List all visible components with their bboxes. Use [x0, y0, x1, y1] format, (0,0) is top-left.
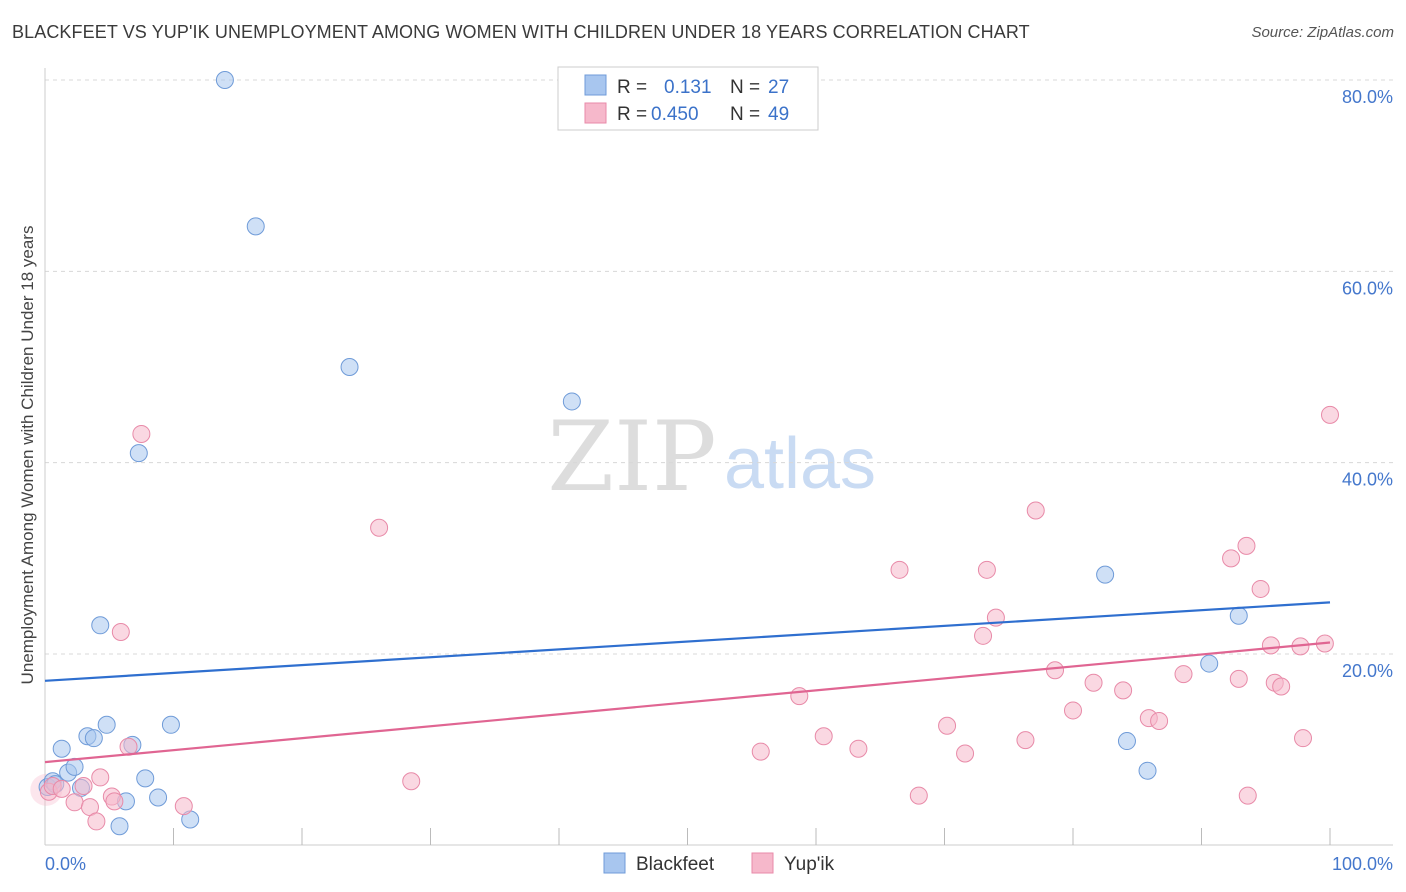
legend-n-label-blackfeet: N = — [730, 77, 760, 98]
point-blackfeet — [1200, 654, 1219, 673]
point-yupik — [849, 739, 868, 758]
point-yupik — [938, 716, 957, 735]
trend-line-blackfeet — [44, 601, 1331, 682]
point-blackfeet — [246, 217, 265, 236]
point-yupik — [1294, 729, 1313, 748]
point-yupik — [1016, 731, 1035, 750]
y-tick-label: 60.0% — [1342, 278, 1393, 298]
point-yupik — [1064, 701, 1082, 720]
watermark-zip: ZIP — [547, 401, 716, 513]
point-yupik — [1229, 669, 1248, 688]
legend-n-label-yupik: N = — [730, 104, 760, 125]
point-blackfeet — [136, 769, 155, 788]
trend-line-yupik — [44, 641, 1331, 764]
point-yupik — [74, 777, 93, 796]
point-blackfeet — [97, 715, 116, 734]
legend-r-label-yupik: R = — [617, 104, 647, 125]
point-yupik — [1174, 665, 1193, 684]
point-yupik — [909, 786, 928, 805]
point-yupik — [1084, 673, 1103, 692]
point-yupik — [1321, 405, 1339, 424]
chart-title: BLACKFEET VS YUP'IK UNEMPLOYMENT AMONG W… — [12, 22, 1030, 42]
legend-n-value-blackfeet: 27 — [768, 77, 789, 98]
point-blackfeet — [1138, 761, 1157, 780]
point-blackfeet — [562, 392, 581, 411]
legend-n-value-yupik: 49 — [768, 104, 789, 125]
source-label: Source: ZipAtlas.com — [1251, 24, 1394, 41]
point-yupik — [1238, 786, 1257, 805]
legend-r-value-blackfeet: 0.131 — [664, 77, 712, 98]
legend-swatch-yupik — [584, 102, 607, 124]
point-yupik — [1026, 501, 1045, 520]
bottom-legend-swatch-yupik — [751, 852, 774, 874]
point-blackfeet — [1229, 606, 1248, 625]
point-yupik — [1046, 661, 1065, 680]
point-yupik — [956, 744, 975, 763]
point-blackfeet — [161, 715, 180, 734]
point-yupik — [790, 687, 809, 706]
point-blackfeet — [129, 444, 148, 463]
bottom-legend-swatch-blackfeet — [603, 852, 626, 874]
point-blackfeet — [84, 729, 103, 748]
axes — [44, 68, 1393, 846]
point-blackfeet — [1096, 565, 1115, 584]
point-blackfeet — [1117, 732, 1136, 751]
point-yupik — [91, 768, 110, 787]
y-tick-label: 80.0% — [1342, 87, 1393, 107]
point-yupik — [65, 793, 84, 812]
point-yupik — [87, 812, 106, 831]
point-yupik — [1222, 549, 1241, 568]
point-yupik — [1237, 536, 1256, 555]
gridlines — [45, 79, 1393, 655]
point-yupik — [402, 772, 421, 791]
watermark-atlas: atlas — [724, 424, 876, 504]
point-yupik — [105, 792, 124, 811]
x-tick-label-max: 100.0% — [1332, 854, 1393, 874]
stats-legend: R = 0.131 N = 27 R = 0.450 N = 49 — [557, 66, 819, 131]
legend-r-label-blackfeet: R = — [617, 77, 647, 98]
y-axis-label: Unemployment Among Women with Children U… — [18, 226, 37, 685]
point-yupik — [370, 518, 389, 537]
legend-r-value-yupik: 0.450 — [651, 104, 699, 125]
point-yupik — [1114, 681, 1133, 700]
point-yupik — [1150, 711, 1169, 730]
y-tick-label: 40.0% — [1342, 470, 1393, 490]
point-yupik — [52, 779, 71, 798]
tick-labels: 20.0% 40.0% 60.0% 80.0% 0.0% 100.0% — [45, 87, 1393, 874]
trend-lines — [44, 601, 1331, 764]
point-yupik — [814, 727, 833, 746]
bottom-legend-label-yupik: Yup'ik — [784, 854, 835, 875]
y-tick-label: 20.0% — [1342, 661, 1393, 681]
point-yupik — [1261, 636, 1280, 655]
point-blackfeet — [52, 739, 71, 758]
point-blackfeet — [215, 71, 234, 89]
point-yupik — [751, 742, 770, 761]
point-yupik — [174, 797, 193, 816]
point-yupik — [1272, 677, 1291, 696]
bottom-legend-label-blackfeet: Blackfeet — [636, 854, 715, 875]
point-blackfeet — [149, 788, 168, 807]
point-blackfeet — [110, 817, 129, 836]
x-tick-label-min: 0.0% — [45, 854, 86, 874]
point-yupik — [132, 424, 151, 443]
point-yupik — [890, 560, 909, 579]
point-yupik — [111, 622, 130, 641]
point-blackfeet — [340, 358, 359, 376]
legend-swatch-blackfeet — [584, 74, 607, 96]
point-yupik — [1251, 579, 1270, 598]
points — [30, 71, 1339, 836]
series-legend: Blackfeet Yup'ik — [603, 852, 835, 875]
point-yupik — [977, 560, 996, 579]
point-yupik — [974, 626, 993, 645]
point-blackfeet — [91, 616, 110, 635]
